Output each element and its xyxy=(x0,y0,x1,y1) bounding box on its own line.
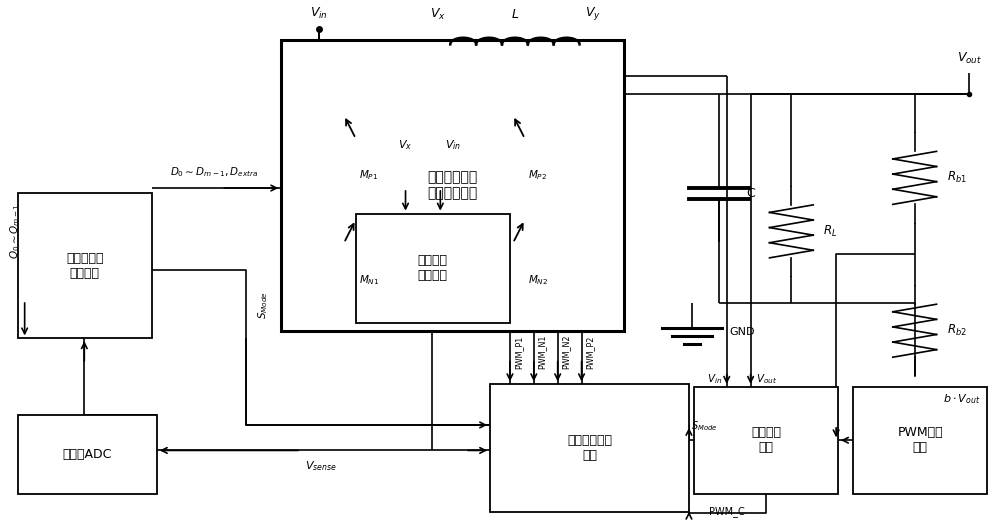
Text: $S_{Mode}$: $S_{Mode}$ xyxy=(691,419,717,433)
Text: $V_{in}$: $V_{in}$ xyxy=(707,372,722,386)
Text: $M_{N2}$: $M_{N2}$ xyxy=(528,273,548,287)
Text: $M_{P2}$: $M_{P2}$ xyxy=(528,169,547,183)
Text: 片内电流
检测模块: 片内电流 检测模块 xyxy=(418,254,448,282)
Text: $S_{Mode}$: $S_{Mode}$ xyxy=(256,291,270,319)
Text: $R_L$: $R_L$ xyxy=(823,224,837,239)
Text: PWM_P1: PWM_P1 xyxy=(514,336,523,369)
Text: $D_0{\sim}D_{m-1}, D_{extra}$: $D_0{\sim}D_{m-1}, D_{extra}$ xyxy=(170,165,259,179)
Text: $V_y$: $V_y$ xyxy=(585,5,600,22)
Text: $R_{b2}$: $R_{b2}$ xyxy=(947,323,966,338)
Text: $V_{out}$: $V_{out}$ xyxy=(957,51,982,66)
Bar xyxy=(490,384,689,512)
Text: $M_{P1}$: $M_{P1}$ xyxy=(359,169,378,183)
Text: 开关管栅宽
控制模块: 开关管栅宽 控制模块 xyxy=(66,252,104,280)
Text: GND: GND xyxy=(730,327,755,337)
Text: $b \cdot V_{out}$: $b \cdot V_{out}$ xyxy=(943,393,980,407)
Text: $V_{sense}$: $V_{sense}$ xyxy=(305,459,337,473)
Bar xyxy=(18,193,152,338)
Bar xyxy=(18,415,157,494)
Text: $M_{N1}$: $M_{N1}$ xyxy=(359,273,379,287)
Text: $V_{out}$: $V_{out}$ xyxy=(756,372,777,386)
Bar xyxy=(694,387,838,494)
Text: $V_{in}$: $V_{in}$ xyxy=(310,6,328,21)
Text: $V_x$: $V_x$ xyxy=(398,138,413,152)
Text: $Q_0{\sim}Q_{m-1}$: $Q_0{\sim}Q_{m-1}$ xyxy=(8,204,22,259)
Text: 死区时间控制
模块: 死区时间控制 模块 xyxy=(567,434,612,462)
Text: $R_{b1}$: $R_{b1}$ xyxy=(947,170,966,185)
Bar xyxy=(853,387,987,494)
Text: 功率级主电路
及其驱动模块: 功率级主电路 及其驱动模块 xyxy=(428,170,478,200)
Text: PWM_N2: PWM_N2 xyxy=(562,335,571,370)
Text: $V_x$: $V_x$ xyxy=(430,7,445,22)
Bar xyxy=(356,213,510,323)
Text: PWM控制
模块: PWM控制 模块 xyxy=(897,426,943,454)
Text: PWM_P2: PWM_P2 xyxy=(586,336,595,369)
Text: C: C xyxy=(747,187,755,199)
Text: 延迟线ADC: 延迟线ADC xyxy=(63,448,112,461)
Text: $V_{in}$: $V_{in}$ xyxy=(445,138,461,152)
Text: 模式选择
模块: 模式选择 模块 xyxy=(751,426,781,454)
Text: PWM_N1: PWM_N1 xyxy=(538,335,547,369)
Text: PWM_C: PWM_C xyxy=(709,506,745,517)
Text: $L$: $L$ xyxy=(511,8,519,21)
Bar xyxy=(281,40,624,331)
